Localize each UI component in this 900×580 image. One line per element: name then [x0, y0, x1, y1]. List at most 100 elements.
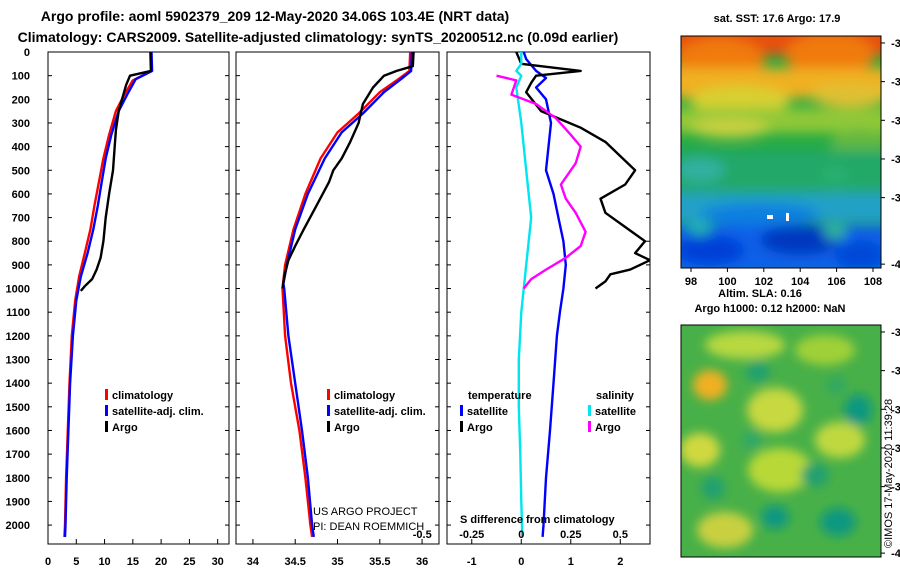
depth-tick-label: 1300	[6, 355, 30, 367]
sst-lon-label: 102	[755, 276, 773, 288]
header-line2: Climatology: CARS2009. Satellite-adjuste…	[18, 29, 619, 45]
header-line1: Argo profile: aoml 5902379_209 12-May-20…	[41, 8, 509, 24]
s-difference-tick-label: -0.5	[413, 529, 432, 541]
temperature-x-tick-label: 15	[127, 556, 139, 568]
difference-legend: temperature satellite Argo salinity sate…	[460, 390, 636, 526]
salinity-panel-frame	[235, 51, 440, 545]
depth-tick-label: 1800	[6, 473, 30, 485]
depth-tick-label: 200	[12, 94, 30, 106]
sst-lon-label: 106	[827, 276, 845, 288]
salinity-x-tick-label: 35.5	[369, 556, 390, 568]
depth-tick-label: 0	[24, 47, 30, 59]
s-difference-tick-label: 0.25	[560, 529, 581, 541]
legend-salinity-heading: salinity	[596, 390, 635, 402]
sla-lat-label: -38	[891, 482, 900, 494]
series-line-s-satellite	[515, 52, 533, 537]
difference-x-axis: -1 0 1 2 -0.5 -0.25 0 0.25 0.5	[413, 529, 628, 568]
depth-tick-label: 500	[12, 165, 30, 177]
difference-plot	[496, 52, 650, 537]
legend-s-argo-swatch	[588, 421, 591, 432]
legend-clim-swatch	[327, 389, 330, 400]
legend-t-argo-swatch	[460, 421, 463, 432]
difference-x-tick-label: 1	[568, 556, 574, 568]
credit-pi: PI: DEAN ROEMMICH	[313, 521, 424, 533]
sla-map-title: Altim. SLA: 0.16	[718, 288, 802, 300]
temperature-x-tick-label: 0	[45, 556, 51, 568]
sst-lat-label: -34	[891, 115, 900, 127]
legend-argo-swatch	[105, 421, 108, 432]
legend-argo-label: Argo	[112, 422, 138, 434]
s-difference-axis-title: S difference from climatology	[460, 514, 616, 526]
legend-temperature-heading: temperature	[468, 390, 532, 402]
legend-s-sat-swatch	[588, 405, 591, 416]
temperature-x-tick-label: 20	[155, 556, 167, 568]
temperature-x-tick-label: 25	[183, 556, 195, 568]
legend-t-sat-swatch	[460, 405, 463, 416]
salinity-x-tick-label: 36	[416, 556, 428, 568]
sla-map-axes: -30 -32 -34 -36 -38 -40	[881, 327, 900, 560]
sla-map-subtitle: Argo h1000: 0.12 h2000: NaN	[694, 303, 845, 315]
legend-argo-swatch	[327, 421, 330, 432]
legend-s-argo-label: Argo	[595, 422, 621, 434]
depth-tick-label: 1400	[6, 378, 30, 390]
depth-tick-label: 300	[12, 118, 30, 130]
sst-map-frame	[680, 35, 882, 269]
difference-x-tick-label: -1	[467, 556, 477, 568]
temperature-plot	[63, 52, 154, 537]
depth-axis: 0 100 200 300 400 500 600 700 800 900 1000 1100 1200…	[6, 47, 650, 532]
legend-sat-swatch	[105, 405, 108, 416]
series-line-t-satellite	[522, 52, 567, 537]
timestamp: ©IMOS 17-May-2020 11:39:28	[883, 399, 895, 548]
series-line-satellite-adj-clim-	[282, 52, 414, 538]
sla-lat-label: -40	[891, 548, 900, 560]
legend-clim-swatch	[105, 389, 108, 400]
legend-sat-label: satellite-adj. clim.	[334, 406, 426, 418]
sla-lat-label: -32	[891, 366, 900, 378]
depth-tick-label: 1000	[6, 284, 30, 296]
legend-sat-swatch	[327, 405, 330, 416]
sst-lat-label: -38	[891, 193, 900, 205]
sst-lat-label: -36	[891, 154, 900, 166]
sst-lon-label: 98	[685, 276, 697, 288]
sst-lon-label: 104	[791, 276, 810, 288]
salinity-legend: climatology satellite-adj. clim. Argo US…	[313, 389, 426, 533]
argo-location-marker	[767, 215, 773, 219]
depth-tick-label: 600	[12, 189, 30, 201]
sla-lat-label: -30	[891, 327, 900, 339]
sst-lat-label: -30	[891, 38, 900, 50]
legend-t-sat-label: satellite	[467, 406, 508, 418]
sla-lat-label: -34	[891, 404, 900, 416]
depth-tick-label: 1900	[6, 496, 30, 508]
series-line-satellite-adj-clim-	[63, 52, 154, 537]
salinity-x-tick-label: 34	[247, 556, 260, 568]
temperature-x-tick-label: 5	[73, 556, 79, 568]
salinity-x-axis: 34 34.5 35 35.5 36	[247, 539, 428, 568]
series-line-climatology	[281, 52, 412, 538]
sst-lon-label: 100	[718, 276, 736, 288]
depth-tick-label: 1200	[6, 331, 30, 343]
s-difference-tick-label: -0.25	[459, 529, 484, 541]
salinity-x-tick-label: 34.5	[284, 556, 305, 568]
sst-map-title: sat. SST: 17.6 Argo: 17.9	[714, 13, 841, 25]
sst-map-axes: -30 -32 -34 -36 -38 -40 98 100 102 104 106 108	[685, 38, 900, 288]
sla-map	[681, 325, 881, 557]
sst-lon-label: 108	[864, 276, 882, 288]
series-line-t-argo	[515, 52, 650, 290]
depth-tick-label: 1100	[6, 307, 30, 319]
temperature-x-tick-label: 30	[212, 556, 224, 568]
salinity-plot	[281, 52, 415, 538]
temperature-legend: climatology satellite-adj. clim. Argo	[105, 389, 204, 434]
depth-tick-label: 400	[12, 142, 30, 154]
legend-s-sat-label: satellite	[595, 406, 636, 418]
s-difference-tick-label: 0.5	[613, 529, 628, 541]
difference-x-tick-label: 0	[518, 556, 524, 568]
depth-tick-label: 1700	[6, 449, 30, 461]
legend-argo-label: Argo	[334, 422, 360, 434]
depth-tick-label: 700	[12, 213, 30, 225]
depth-tick-label: 900	[12, 260, 30, 272]
sla-map-frame	[680, 324, 882, 558]
depth-tick-label: 1600	[6, 425, 30, 437]
depth-tick-label: 2000	[6, 520, 30, 532]
credit-project: US ARGO PROJECT	[313, 506, 418, 518]
